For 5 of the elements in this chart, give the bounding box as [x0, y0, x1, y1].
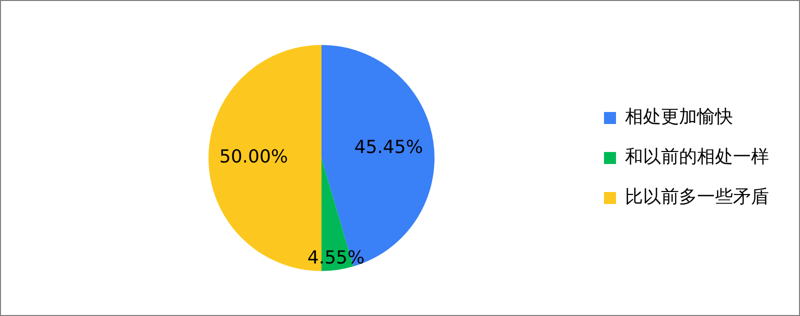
data-label: 50.00% — [219, 146, 288, 168]
legend-label: 比以前多一些矛盾 — [625, 186, 769, 208]
legend-label: 相处更加愉快 — [625, 106, 733, 128]
data-label: 45.45% — [354, 137, 423, 158]
legend-label: 和以前的相处一样 — [625, 146, 769, 168]
